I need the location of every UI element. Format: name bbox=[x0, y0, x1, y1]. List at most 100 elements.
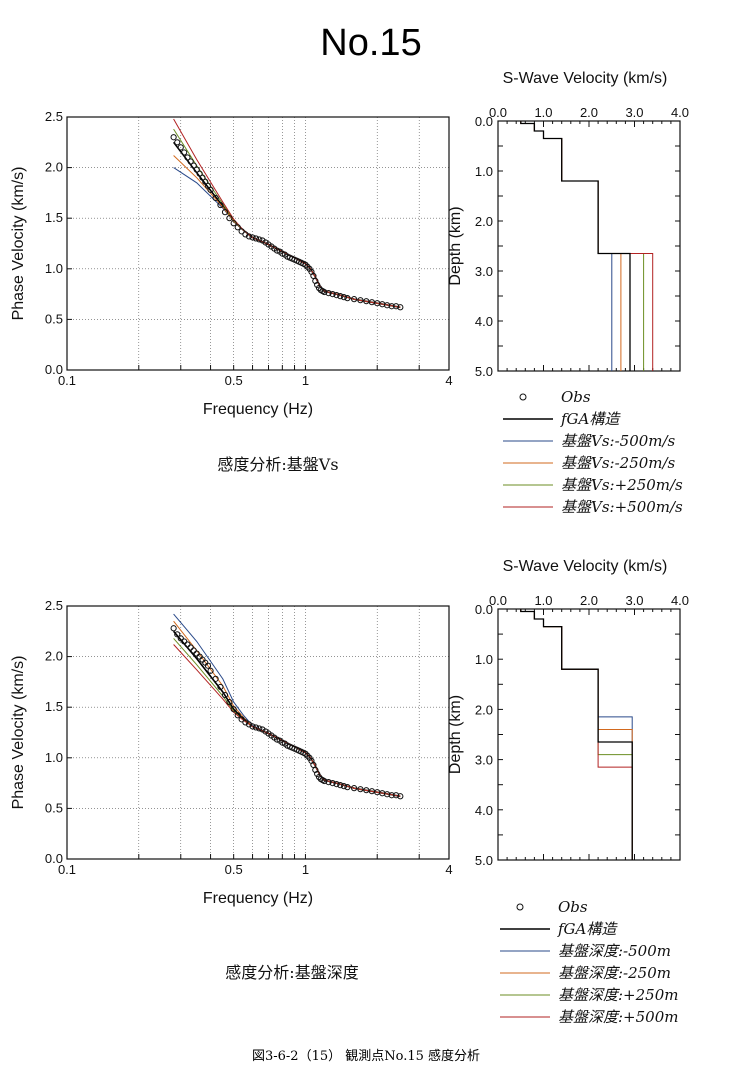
bottom-dispersion-ytick-label: 2.0 bbox=[45, 649, 63, 664]
bottom-legend-marker-obs bbox=[516, 903, 524, 911]
bottom-dispersion-obs-point bbox=[181, 638, 188, 645]
bottom-legend-label-obs: Obs bbox=[558, 898, 588, 916]
bottom-dispersion-xtick-label: 1 bbox=[302, 862, 309, 877]
bottom-dispersion-obs-point bbox=[207, 667, 214, 674]
top-profile-ytick-label: 1.0 bbox=[475, 164, 493, 179]
top-dispersion-obs-point bbox=[187, 158, 194, 165]
bottom-profile-profile-minus500 bbox=[520, 609, 633, 860]
top-profile-ytick-label: 2.0 bbox=[475, 214, 493, 229]
top-dispersion-obs-point bbox=[252, 235, 260, 242]
bottom-dispersion-obs-point bbox=[259, 726, 266, 733]
top-dispersion-obs-point bbox=[306, 265, 313, 272]
top-dispersion-obs-point bbox=[314, 281, 321, 289]
top-dispersion-ytick-label: 2.0 bbox=[45, 160, 63, 175]
bottom-dispersion-xtick-label: 4 bbox=[445, 862, 452, 877]
top-dispersion-frame bbox=[66, 116, 450, 371]
bottom-dispersion-obs-point bbox=[252, 724, 260, 731]
bottom-dispersion-obs-point bbox=[249, 723, 256, 730]
bottom-dispersion-xlabel: Frequency (Hz) bbox=[203, 890, 313, 907]
bottom-dispersion-xtick-label: 0.5 bbox=[225, 862, 243, 877]
top-dispersion-obs-point bbox=[325, 289, 332, 297]
bottom-dispersion-obs-point bbox=[393, 792, 400, 799]
bottom-dispersion-ytick-label: 2.5 bbox=[45, 598, 63, 613]
bottom-dispersion-ytick-label: 1.5 bbox=[45, 699, 63, 714]
top-legend-label-minus500: 基盤Vs:-500m/s bbox=[561, 432, 676, 450]
top-dispersion-xtick-label: 1 bbox=[302, 373, 309, 388]
top-dispersion-obs-point bbox=[199, 174, 206, 181]
bottom-dispersion-ytick-label: 0.5 bbox=[45, 800, 63, 815]
bottom-dispersion-obs-point bbox=[397, 793, 404, 800]
bottom-legend-label-fga: fGA構造 bbox=[557, 920, 618, 938]
bottom-caption: 感度分析:基盤深度 bbox=[225, 963, 358, 982]
bottom-dispersion-obs-point bbox=[226, 699, 233, 706]
top-legend-label-plus500: 基盤Vs:+500m/s bbox=[561, 498, 683, 516]
top-dispersion-obs-point bbox=[207, 186, 214, 193]
top-dispersion-obs-point bbox=[238, 228, 245, 235]
top-profile-profile-fga bbox=[520, 121, 631, 371]
top-caption: 感度分析:基盤Vs bbox=[217, 455, 338, 474]
top-dispersion-obs-point bbox=[174, 139, 181, 146]
bottom-dispersion-obs-point bbox=[333, 781, 340, 788]
top-dispersion-obs-point bbox=[221, 209, 229, 216]
top-dispersion-obs-point bbox=[170, 134, 177, 141]
bottom-legend-label-plus250: 基盤深度:+250m bbox=[558, 986, 678, 1004]
top-dispersion-obs-point bbox=[357, 297, 364, 304]
bottom-dispersion-obs-point bbox=[230, 706, 237, 713]
top-dispersion-obs-point bbox=[217, 201, 224, 209]
top-dispersion-obs-point bbox=[245, 233, 253, 240]
bottom-profile-profile-plus250 bbox=[520, 609, 633, 860]
top-dispersion-obs-point bbox=[397, 304, 404, 311]
top-dispersion-series-fga bbox=[172, 141, 401, 309]
top-legend-label-obs: Obs bbox=[561, 388, 591, 406]
bottom-dispersion-series-plus500 bbox=[173, 644, 401, 797]
top-dispersion-obs-point bbox=[181, 149, 188, 156]
top-dispersion-obs-point bbox=[302, 261, 309, 268]
bottom-dispersion-series-minus500 bbox=[173, 613, 401, 797]
bottom-dispersion-obs-point bbox=[204, 662, 212, 669]
top-dispersion-obs-point bbox=[193, 166, 200, 173]
bottom-profile-ytick-label: 2.0 bbox=[475, 702, 493, 717]
top-profile-xtick-label: 2.0 bbox=[580, 105, 598, 120]
top-profile-xtick-label: 0.0 bbox=[489, 105, 507, 120]
bottom-dispersion-obs-point bbox=[329, 780, 336, 787]
bottom-dispersion-obs-point bbox=[221, 691, 229, 699]
top-legend-marker-obs bbox=[519, 393, 527, 401]
bottom-legend-label-minus250: 基盤深度:-250m bbox=[558, 964, 671, 982]
bottom-profile-xtick-label: 0.0 bbox=[489, 593, 507, 608]
bottom-profile-xtick-label: 4.0 bbox=[671, 593, 689, 608]
top-dispersion-obs-point bbox=[344, 295, 351, 302]
bottom-dispersion-ylabel: Phase Velocity (km/s) bbox=[10, 656, 27, 810]
top-dispersion-obs-point bbox=[329, 291, 336, 298]
bottom-dispersion-obs-point bbox=[357, 786, 364, 793]
top-profile-ylabel: Depth (km) bbox=[447, 206, 464, 285]
top-dispersion-obs-point bbox=[304, 263, 311, 270]
top-profile-ytick-label: 4.0 bbox=[475, 314, 493, 329]
top-legend-label-minus250: 基盤Vs:-250m/s bbox=[561, 454, 676, 472]
top-dispersion-obs-point bbox=[259, 237, 266, 244]
bottom-profile-title: S-Wave Velocity (km/s) bbox=[503, 558, 668, 575]
top-profile-xtick-label: 3.0 bbox=[625, 105, 643, 120]
top-dispersion-ytick-label: 0.0 bbox=[45, 362, 63, 377]
bottom-dispersion-obs-point bbox=[304, 752, 311, 759]
top-dispersion-ytick-label: 1.0 bbox=[45, 261, 63, 276]
top-dispersion-obs-point bbox=[273, 247, 281, 254]
bottom-profile-profile-plus500 bbox=[520, 609, 633, 860]
bottom-profile-ylabel: Depth (km) bbox=[447, 695, 464, 774]
top-dispersion-obs-point bbox=[212, 194, 219, 202]
top-dispersion-obs-point bbox=[340, 294, 348, 301]
bottom-dispersion-obs-point bbox=[310, 761, 317, 768]
top-dispersion-obs-point bbox=[177, 144, 184, 151]
top-profile-profile-minus250 bbox=[520, 121, 622, 371]
bottom-dispersion-obs-point bbox=[351, 785, 358, 792]
bottom-profile-profile-minus250 bbox=[520, 609, 633, 860]
bottom-dispersion-obs-point bbox=[388, 792, 395, 799]
top-profile-profile-plus500 bbox=[520, 121, 654, 371]
bottom-dispersion-frame bbox=[66, 605, 450, 860]
top-dispersion-obs-point bbox=[321, 288, 328, 296]
bottom-profile-ytick-label: 4.0 bbox=[475, 803, 493, 818]
top-dispersion-obs-point bbox=[230, 220, 237, 227]
bottom-dispersion-obs-point bbox=[217, 683, 224, 691]
charts-layer: 0.0 0.5 1.0 1.5 2.0 2.5 0.1 0.5 1 4 Frequency (Hz)… bbox=[10, 70, 689, 1026]
top-dispersion-obs-point bbox=[337, 293, 344, 300]
top-profile-title: S-Wave Velocity (km/s) bbox=[503, 70, 668, 87]
